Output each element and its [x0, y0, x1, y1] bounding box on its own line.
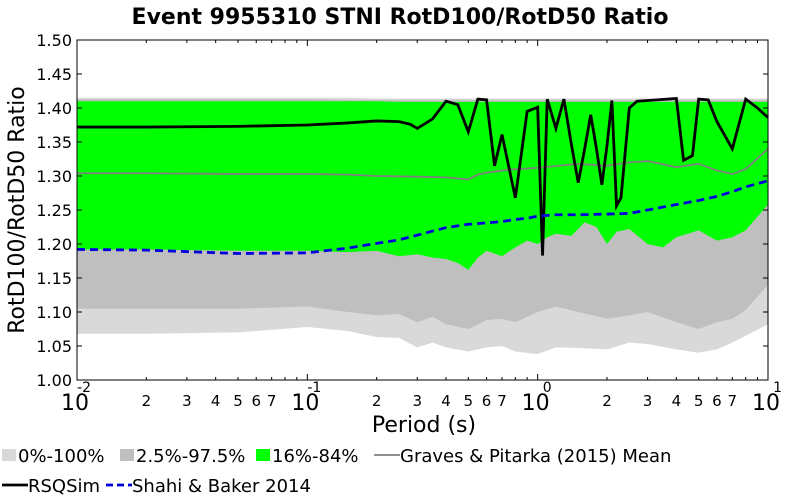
x-minor-label: 6 — [251, 392, 261, 410]
x-major-label: 10 — [291, 391, 319, 416]
y-tick-label: 1.45 — [36, 65, 72, 84]
x-major-exponent: 1 — [773, 380, 782, 396]
y-tick-label: 1.30 — [36, 167, 72, 186]
x-minor-label: 2 — [142, 392, 152, 410]
x-minor-label: 4 — [441, 392, 451, 410]
x-minor-label: 4 — [672, 392, 682, 410]
x-minor-label: 6 — [482, 392, 492, 410]
x-minor-label: 3 — [643, 392, 653, 410]
line-rsqsim — [77, 96, 769, 256]
y-tick-label: 1.15 — [36, 269, 72, 288]
x-minor-label: 7 — [267, 392, 277, 410]
x-minor-label: 7 — [497, 392, 507, 410]
x-major-exponent: 0 — [543, 380, 552, 396]
x-minor-label: 4 — [211, 392, 221, 410]
y-tick-label: 1.50 — [36, 31, 72, 50]
x-major-exponent: -1 — [307, 380, 321, 396]
legend-label: Graves & Pitarka (2015) Mean — [400, 446, 671, 467]
legend-item-0-100: 0%-100% — [2, 446, 105, 467]
legend-label: 2.5%-97.5% — [136, 446, 245, 467]
y-tick-label: 1.20 — [36, 235, 72, 254]
y-tick-label: 1.35 — [36, 133, 72, 152]
y-tick-label: 1.05 — [36, 337, 72, 356]
legend-label: RSQSim — [28, 476, 100, 497]
x-minor-label: 6 — [712, 392, 722, 410]
y-tick-label: 1.40 — [36, 99, 72, 118]
y-axis: 1.00 1.05 1.10 1.15 1.20 1.25 1.30 1.35 1.40 1.45… — [36, 31, 768, 390]
legend-swatch — [2, 449, 16, 461]
y-axis-label: RotD100/RotD50 Ratio — [5, 86, 30, 334]
legend-label: 0%-100% — [18, 446, 105, 467]
legend-item-graves-pitarka-2015-mean: Graves & Pitarka (2015) Mean — [374, 446, 671, 467]
x-major-exponent: -2 — [77, 380, 91, 396]
y-tick-label: 1.25 — [36, 201, 72, 220]
legend-label: Shahi & Baker 2014 — [132, 476, 311, 497]
legend-swatch — [256, 449, 270, 461]
x-minor-label: 3 — [182, 392, 192, 410]
legend: 0%-100% 2.5%-97.5% 16%-84% Graves & Pitarka… — [2, 446, 671, 497]
x-minor-label: 5 — [233, 392, 243, 410]
chart-title: Event 9955310 STNI RotD100/RotD50 Ratio — [132, 5, 669, 30]
x-minor-label: 3 — [412, 392, 422, 410]
x-minor-label: 7 — [728, 392, 738, 410]
bands — [77, 97, 768, 355]
legend-item-16-84: 16%-84% — [256, 446, 359, 467]
y-tick-label: 1.10 — [36, 303, 72, 322]
x-minor-label: 5 — [694, 392, 704, 410]
x-minor-label: 2 — [372, 392, 382, 410]
x-axis-label: Period (s) — [372, 413, 476, 438]
y-tick-label: 1.00 — [36, 371, 72, 390]
legend-swatch — [120, 449, 134, 461]
legend-item-shahi-baker-2014: Shahi & Baker 2014 — [106, 476, 311, 497]
x-minor-label: 2 — [602, 392, 612, 410]
x-major-label: 10 — [61, 391, 89, 416]
x-minor-label: 5 — [464, 392, 474, 410]
lines — [76, 96, 769, 256]
x-major-label: 10 — [752, 391, 780, 416]
legend-item-rsqsim: RSQSim — [2, 476, 100, 497]
legend-item-2-5-97-5: 2.5%-97.5% — [120, 446, 245, 467]
plot-area — [76, 39, 769, 381]
line-shahi-baker-2014 — [76, 179, 769, 255]
legend-label: 16%-84% — [272, 446, 359, 467]
x-major-label: 10 — [522, 391, 550, 416]
